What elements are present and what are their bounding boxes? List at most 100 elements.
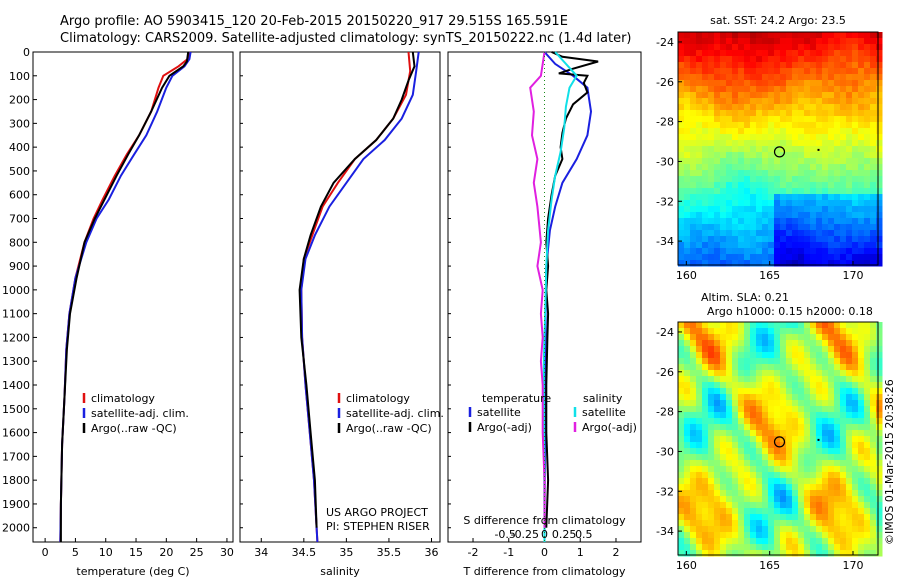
map-cell — [756, 242, 763, 249]
map-cell — [834, 68, 841, 75]
map-cell — [690, 352, 697, 359]
map-cell — [684, 44, 691, 51]
map-cell — [684, 230, 691, 237]
map-cell — [690, 382, 697, 389]
map-cell — [762, 382, 769, 389]
map-cell — [708, 134, 715, 141]
map-cell — [708, 74, 715, 81]
map-cell — [744, 56, 751, 63]
map-cell — [750, 56, 757, 63]
map-cell — [750, 502, 757, 509]
map-cell — [864, 44, 871, 51]
map-cell — [786, 328, 793, 335]
map-cell — [834, 430, 841, 437]
map-cell — [876, 526, 883, 533]
map-cell — [690, 104, 697, 111]
map-cell — [678, 514, 685, 521]
map-cell — [756, 164, 763, 171]
map-cell — [798, 352, 805, 359]
map-cell — [840, 86, 847, 93]
map-cell — [714, 436, 721, 443]
map-cell — [780, 104, 787, 111]
map-cell — [828, 340, 835, 347]
map-cell — [762, 436, 769, 443]
map-cell — [864, 532, 871, 539]
map-cell — [708, 200, 715, 207]
map-cell — [732, 230, 739, 237]
map-cell — [792, 188, 799, 195]
map-cell — [876, 236, 883, 243]
x-axis-label: temperature (deg C) — [76, 565, 189, 578]
map-cell — [762, 194, 769, 201]
map-cell — [870, 526, 877, 533]
map-cell — [744, 418, 751, 425]
map-cell — [714, 230, 721, 237]
map-cell — [720, 194, 727, 201]
map-cell — [768, 490, 775, 497]
map-cell — [864, 358, 871, 365]
map-cell — [708, 472, 715, 479]
map-cell — [858, 400, 865, 407]
map-cell — [738, 328, 745, 335]
map-cell — [792, 484, 799, 491]
map-cell — [690, 44, 697, 51]
map-cell — [852, 98, 859, 105]
map-cell — [762, 260, 769, 267]
map-cell — [750, 466, 757, 473]
map-cell — [738, 110, 745, 117]
map-cell — [732, 140, 739, 147]
map-cell — [810, 418, 817, 425]
map-cell — [702, 176, 709, 183]
map-cell — [798, 206, 805, 213]
map-cell — [780, 98, 787, 105]
map-cell — [684, 242, 691, 249]
map-cell — [870, 194, 877, 201]
map-cell — [792, 164, 799, 171]
map-cell — [774, 550, 781, 557]
map-cell — [720, 328, 727, 335]
map-cell — [780, 74, 787, 81]
map-cell — [762, 176, 769, 183]
map-cell — [870, 86, 877, 93]
map-cell — [792, 388, 799, 395]
map-cell — [678, 140, 685, 147]
map-cell — [690, 98, 697, 105]
map-cell — [726, 152, 733, 159]
map-cell — [732, 254, 739, 261]
map-cell — [816, 224, 823, 231]
map-cell — [768, 352, 775, 359]
map-cell — [720, 532, 727, 539]
map-cell — [834, 164, 841, 171]
map-cell — [858, 406, 865, 413]
map-cell — [720, 508, 727, 515]
map-cell — [762, 352, 769, 359]
map-cell — [708, 170, 715, 177]
map-cell — [738, 248, 745, 255]
map-cell — [768, 394, 775, 401]
map-cell — [702, 200, 709, 207]
map-cell — [864, 50, 871, 57]
map-cell — [714, 248, 721, 255]
map-cell — [798, 74, 805, 81]
map-cell — [876, 460, 883, 467]
map-cell — [732, 466, 739, 473]
map-cell — [834, 352, 841, 359]
map-cell — [864, 412, 871, 419]
map-cell — [816, 236, 823, 243]
map-cell — [720, 478, 727, 485]
map-cell — [846, 86, 853, 93]
map-cell — [804, 242, 811, 249]
map-cell — [816, 92, 823, 99]
map-cell — [702, 418, 709, 425]
map-cell — [750, 254, 757, 261]
map-cell — [744, 382, 751, 389]
map-cell — [780, 454, 787, 461]
map-cell — [834, 218, 841, 225]
map-cell — [846, 248, 853, 255]
map-cell — [834, 538, 841, 545]
map-cell — [780, 134, 787, 141]
map-cell — [834, 526, 841, 533]
map-cell — [774, 164, 781, 171]
map-cell — [708, 176, 715, 183]
